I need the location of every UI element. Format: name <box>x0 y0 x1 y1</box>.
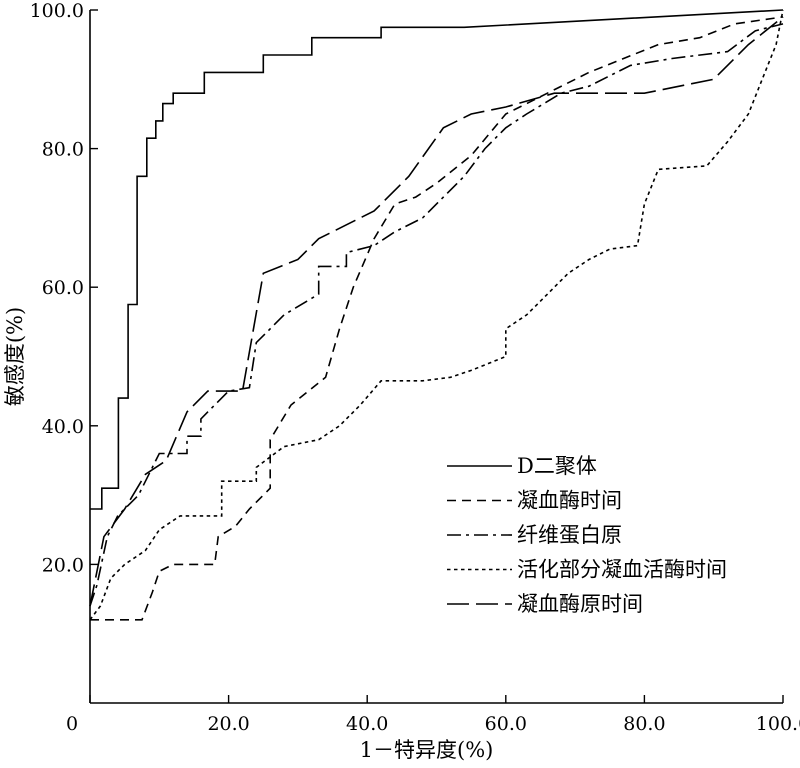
axes <box>89 10 783 704</box>
legend-label-5: 凝血酶原时间 <box>517 592 643 616</box>
x-tick-label: 60.0 <box>485 713 527 735</box>
y-axis-title: 敏感度(%) <box>3 307 27 406</box>
y-tick-label: 40.0 <box>42 416 84 438</box>
x-tick-label: 40.0 <box>346 713 388 735</box>
series-line-5 <box>89 16 784 607</box>
y-tick-label: 80.0 <box>42 139 84 161</box>
x-ticks: 0 20.0 40.0 60.0 80.0 100.0 <box>66 695 800 735</box>
x-tick-label: 0 <box>66 713 78 735</box>
series-line-1 <box>90 9 784 510</box>
legend-label-1: D二聚体 <box>517 454 597 478</box>
series-line-4 <box>89 9 784 621</box>
series-line-2 <box>90 16 784 621</box>
series-line-3 <box>89 23 784 607</box>
series-lines <box>89 9 784 621</box>
y-tick-label: 20.0 <box>42 554 84 576</box>
y-tick-label: 60.0 <box>42 277 84 299</box>
x-axis-title: 1－特异度(%) <box>360 738 494 762</box>
y-ticks: 20.0 40.0 60.0 80.0 100.0 <box>30 0 98 576</box>
legend-label-4: 活化部分凝血活酶时间 <box>517 558 727 582</box>
legend-label-2: 凝血酶时间 <box>517 489 622 513</box>
legend-label-3: 纤维蛋白原 <box>517 523 622 547</box>
x-tick-label: 80.0 <box>623 713 665 735</box>
x-tick-label: 20.0 <box>207 713 249 735</box>
y-tick-label: 100.0 <box>30 0 84 22</box>
x-tick-label: 100.0 <box>756 713 800 735</box>
